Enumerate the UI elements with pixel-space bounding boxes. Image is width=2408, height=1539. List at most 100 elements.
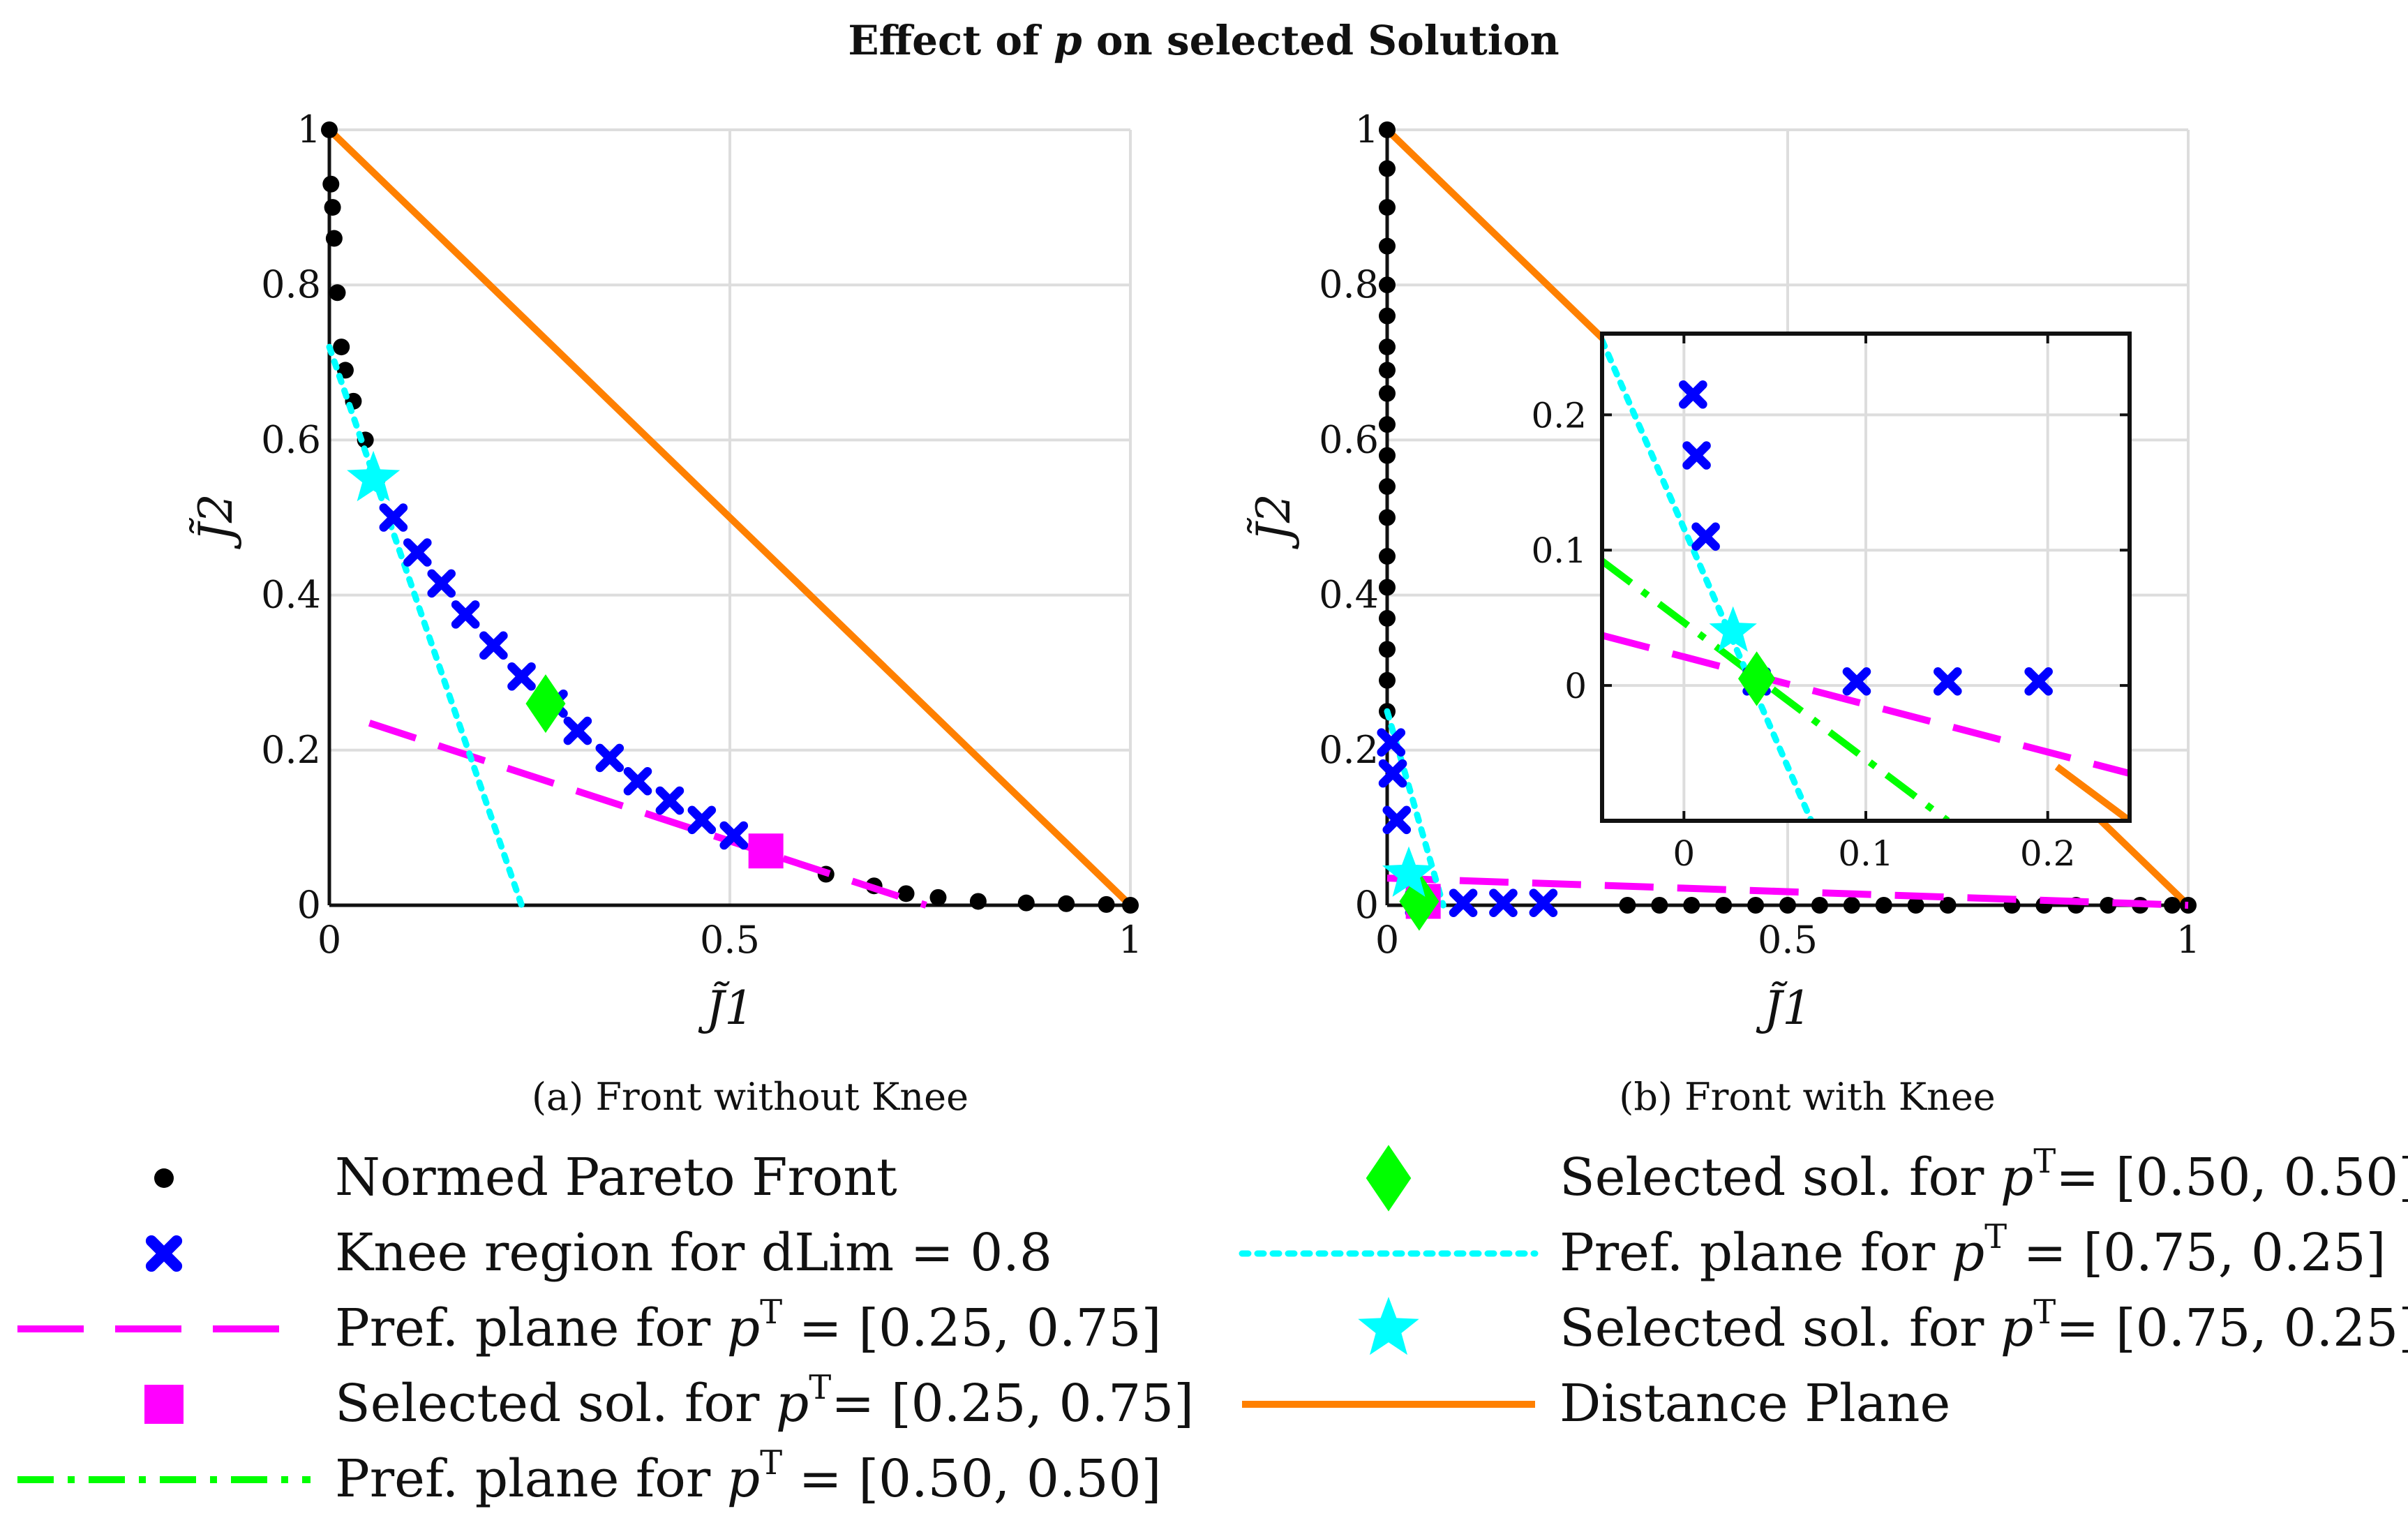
legend-math: [0.25, 0.75] bbox=[891, 1374, 1194, 1434]
inset-pref-plane-025-line bbox=[1602, 632, 2130, 777]
legend-text: Selected sol. for bbox=[1560, 1298, 2001, 1358]
legend-label: Pref. plane for pT = [0.25, 0.75] bbox=[335, 1293, 1162, 1358]
y-tick-label: 0.6 bbox=[1319, 417, 1379, 461]
front-point bbox=[1379, 416, 1396, 433]
front-point bbox=[1379, 362, 1396, 379]
knee-marker bbox=[479, 631, 508, 660]
y-tick-label: 0.8 bbox=[1319, 262, 1379, 306]
legend-text: Pref. plane for bbox=[335, 1449, 727, 1509]
inset-distance-line bbox=[2054, 764, 2130, 821]
front-point bbox=[897, 885, 915, 902]
legend-star-symbol bbox=[1358, 1297, 1419, 1355]
subplot-caption: (a) Front without Knee bbox=[532, 1075, 969, 1119]
legend-text: Pref. plane for bbox=[335, 1298, 727, 1358]
front-point bbox=[929, 889, 947, 906]
x-tick-label: 1 bbox=[1119, 918, 1142, 962]
knee-marker bbox=[379, 503, 408, 532]
inset-x-tick-label: 0 bbox=[1673, 833, 1695, 874]
front-point bbox=[329, 284, 346, 302]
knee-marker bbox=[507, 662, 536, 691]
legend-eq: = bbox=[2056, 1147, 2116, 1207]
legend-math: [0.75, 0.25] bbox=[2116, 1298, 2408, 1358]
front-point bbox=[325, 230, 343, 247]
legend-square-symbol bbox=[144, 1385, 184, 1424]
legend-label: Selected sol. for pT= [0.50, 0.50] bbox=[1560, 1142, 2408, 1207]
pref-plane-025-line bbox=[368, 720, 927, 909]
knee-marker bbox=[1529, 889, 1558, 917]
legend-item-sel_025: Selected sol. for pT= [0.25, 0.75] bbox=[144, 1368, 1194, 1434]
front-point bbox=[1379, 339, 1396, 356]
front-point bbox=[1379, 160, 1396, 177]
legend-item-sel_075: Selected sol. for pT= [0.75, 0.25] bbox=[1358, 1293, 2408, 1358]
pref-plane-075-line bbox=[326, 343, 525, 909]
selected-050-marker bbox=[525, 674, 566, 734]
inset-knee-marker bbox=[2024, 667, 2053, 696]
y-tick-label: 0.4 bbox=[1319, 573, 1379, 617]
legend-knee-symbol bbox=[145, 1235, 183, 1272]
selected-075-marker bbox=[347, 450, 401, 502]
legend-eq: = bbox=[782, 1449, 858, 1509]
front-point bbox=[969, 893, 987, 910]
front-point bbox=[333, 339, 350, 356]
front-point bbox=[1747, 897, 1765, 914]
y-tick-label: 0.8 bbox=[261, 262, 321, 306]
caption-text: Front with Knee bbox=[1684, 1075, 1996, 1119]
knee-marker bbox=[687, 805, 717, 835]
inset-knee-marker bbox=[1679, 380, 1707, 409]
legend-p: p bbox=[1952, 1223, 1984, 1283]
front-point bbox=[1651, 897, 1668, 914]
knee-marker bbox=[655, 786, 685, 815]
front-point bbox=[1379, 671, 1396, 689]
knee-marker bbox=[427, 569, 456, 598]
legend-p: p bbox=[2001, 1147, 2033, 1207]
legend-math: [0.50, 0.50] bbox=[2116, 1147, 2408, 1207]
knee-marker bbox=[451, 600, 480, 629]
legend-item-distance: Distance Plane bbox=[1242, 1374, 1950, 1434]
y-tick-label: 0.2 bbox=[1319, 728, 1379, 772]
subplot-b: 0 0.5 1 0 0.2 0.4 0.6 0.8 1 J̃1 J̃2 (b) Front with … bbox=[1247, 107, 2200, 1119]
front-point bbox=[1619, 897, 1636, 914]
front-point bbox=[1058, 895, 1075, 912]
legend-text: Selected sol. for bbox=[335, 1374, 776, 1434]
pref-plane-025-line bbox=[1386, 875, 2189, 909]
inset-knee-marker bbox=[1691, 522, 1720, 551]
front-point bbox=[1379, 447, 1396, 464]
legend-label: Distance Plane bbox=[1560, 1374, 1950, 1434]
knee-marker bbox=[1449, 889, 1478, 917]
inset-selected-075-marker bbox=[1709, 606, 1757, 652]
x-tick-label: 0 bbox=[317, 918, 341, 962]
knee-marker bbox=[1382, 805, 1412, 835]
legend-label: Pref. plane for pT = [0.50, 0.50] bbox=[335, 1443, 1162, 1509]
legend-text: Normed Pareto Front bbox=[335, 1147, 897, 1207]
plots-layer: 0 0.5 1 0 0.2 0.4 0.6 0.8 1 J̃1 J̃2 (a) Front witho… bbox=[189, 107, 2200, 1119]
legend-p: p bbox=[727, 1449, 760, 1509]
front-point bbox=[1379, 609, 1396, 627]
front-point bbox=[1379, 548, 1396, 565]
legend-sup: T bbox=[760, 1443, 782, 1482]
y-tick-label: 0 bbox=[1355, 883, 1379, 927]
legend-p: p bbox=[2001, 1298, 2033, 1358]
front-point bbox=[1379, 579, 1396, 596]
inset-plot: 0 0.1 0.2 0 0.1 0.2 bbox=[1531, 332, 2132, 874]
figure-title: Effect of p on selected Solution bbox=[848, 17, 1559, 64]
front-point bbox=[1683, 897, 1700, 914]
legend-item-knee: Knee region for dLim = 0.8 bbox=[145, 1223, 1052, 1283]
legend-sup: T bbox=[809, 1368, 831, 1407]
y-tick-label: 1 bbox=[297, 107, 321, 151]
legend-label: Pref. plane for pT = [0.75, 0.25] bbox=[1560, 1217, 2386, 1283]
y-tick-label: 0.4 bbox=[261, 573, 321, 617]
front-point bbox=[1907, 897, 1924, 914]
front-point bbox=[1379, 641, 1396, 658]
y-axis-label: J̃2 bbox=[189, 493, 243, 549]
front-point bbox=[1715, 897, 1733, 914]
legend-eq: = bbox=[2007, 1223, 2083, 1283]
front-point bbox=[2100, 897, 2117, 914]
front-point bbox=[1379, 276, 1396, 294]
inset-frame bbox=[1600, 332, 2132, 823]
front-point bbox=[322, 175, 340, 193]
front-point bbox=[1875, 897, 1892, 914]
y-tick-label: 1 bbox=[1355, 107, 1379, 151]
y-tick-label: 0 bbox=[297, 883, 321, 927]
inset-x-tick-label: 0.2 bbox=[2020, 833, 2076, 874]
